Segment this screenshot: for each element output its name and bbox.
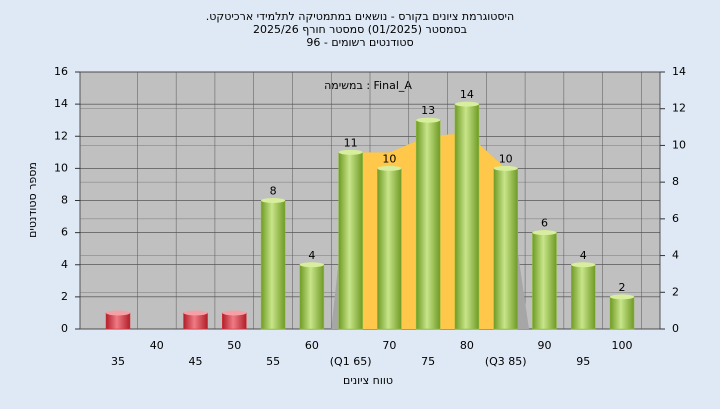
bar-cap [299,262,324,268]
bar-cap [571,262,596,268]
x-tick-label: 75 [421,355,435,368]
x-tick-label: (Q1 65) [330,355,372,368]
value-label: 2 [619,281,626,294]
value-label: 8 [270,185,277,198]
x-tick-label: 50 [227,339,241,352]
y-tick-label: 8 [61,194,68,207]
x-tick-label: 40 [150,339,164,352]
bar [260,200,286,330]
y-tick-label: 10 [54,161,68,174]
y-tick-label: 0 [61,322,68,335]
bar-cap [493,165,518,171]
x-tick-label: 55 [266,355,280,368]
bar-cap [454,101,479,107]
x-tick-label: 70 [382,339,396,352]
bar-cap [261,198,286,203]
bar-cap [222,310,247,316]
bar-cap [106,310,130,316]
x-tick-label: 90 [537,339,551,352]
bar [415,119,441,330]
value-label: 6 [541,217,548,230]
y2-tick-label: 0 [672,322,679,335]
y-tick-label: 4 [61,258,68,271]
bar-cap [338,149,363,155]
y-tick-label: 14 [54,97,68,110]
bar-cap [532,230,557,236]
bar [570,264,596,330]
value-label: 13 [421,104,435,117]
bar [493,168,518,330]
value-label: 10 [499,152,513,165]
bar-cap [610,294,635,300]
bar [299,264,325,330]
x-tick-label: 35 [111,355,125,368]
annotation: במשימה : Final_A [324,79,412,92]
y2-tick-label: 4 [672,249,679,262]
bar-cap [183,310,208,316]
chart-title: היסטוגרמת ציונים בקורס - נושאים במתמטיקה… [206,10,514,23]
bar [377,168,402,330]
y2-tick-label: 10 [672,138,686,151]
x-tick-label: 95 [576,355,590,368]
y2-tick-label: 8 [672,175,679,188]
x-tick-label: 100 [612,339,633,352]
x-tick-label: 80 [460,339,474,352]
y-tick-label: 6 [61,226,68,239]
bar [609,296,635,330]
value-label: 11 [344,136,358,149]
value-label: 4 [308,249,315,262]
y-tick-label: 12 [54,129,68,142]
y2-tick-label: 12 [672,102,686,115]
bar [532,232,557,330]
x-tick-label: (Q3 85) [485,355,527,368]
y2-tick-label: 6 [672,212,679,225]
x-axis-title: טווח ציונים [343,374,393,387]
value-label: 10 [382,152,396,165]
y-tick-label: 16 [54,65,68,78]
bar-cap [377,165,402,171]
chart-subtitle: בסמסטר (01/2025) סמסטר חורף 2025/26 [253,23,467,36]
y2-tick-label: 2 [672,285,679,298]
x-tick-label: 45 [189,355,203,368]
bar [454,103,480,330]
bar-cap [416,117,441,123]
chart-subtitle: סטודנטים רשומים - 96 [306,36,413,49]
y-tick-label: 2 [61,290,68,303]
value-label: 14 [460,88,474,101]
bar [338,152,363,330]
x-tick-label: 60 [305,339,319,352]
y-axis-title: מספר סטודנטים [26,162,39,238]
y2-tick-label: 14 [672,65,686,78]
value-label: 4 [580,249,587,262]
